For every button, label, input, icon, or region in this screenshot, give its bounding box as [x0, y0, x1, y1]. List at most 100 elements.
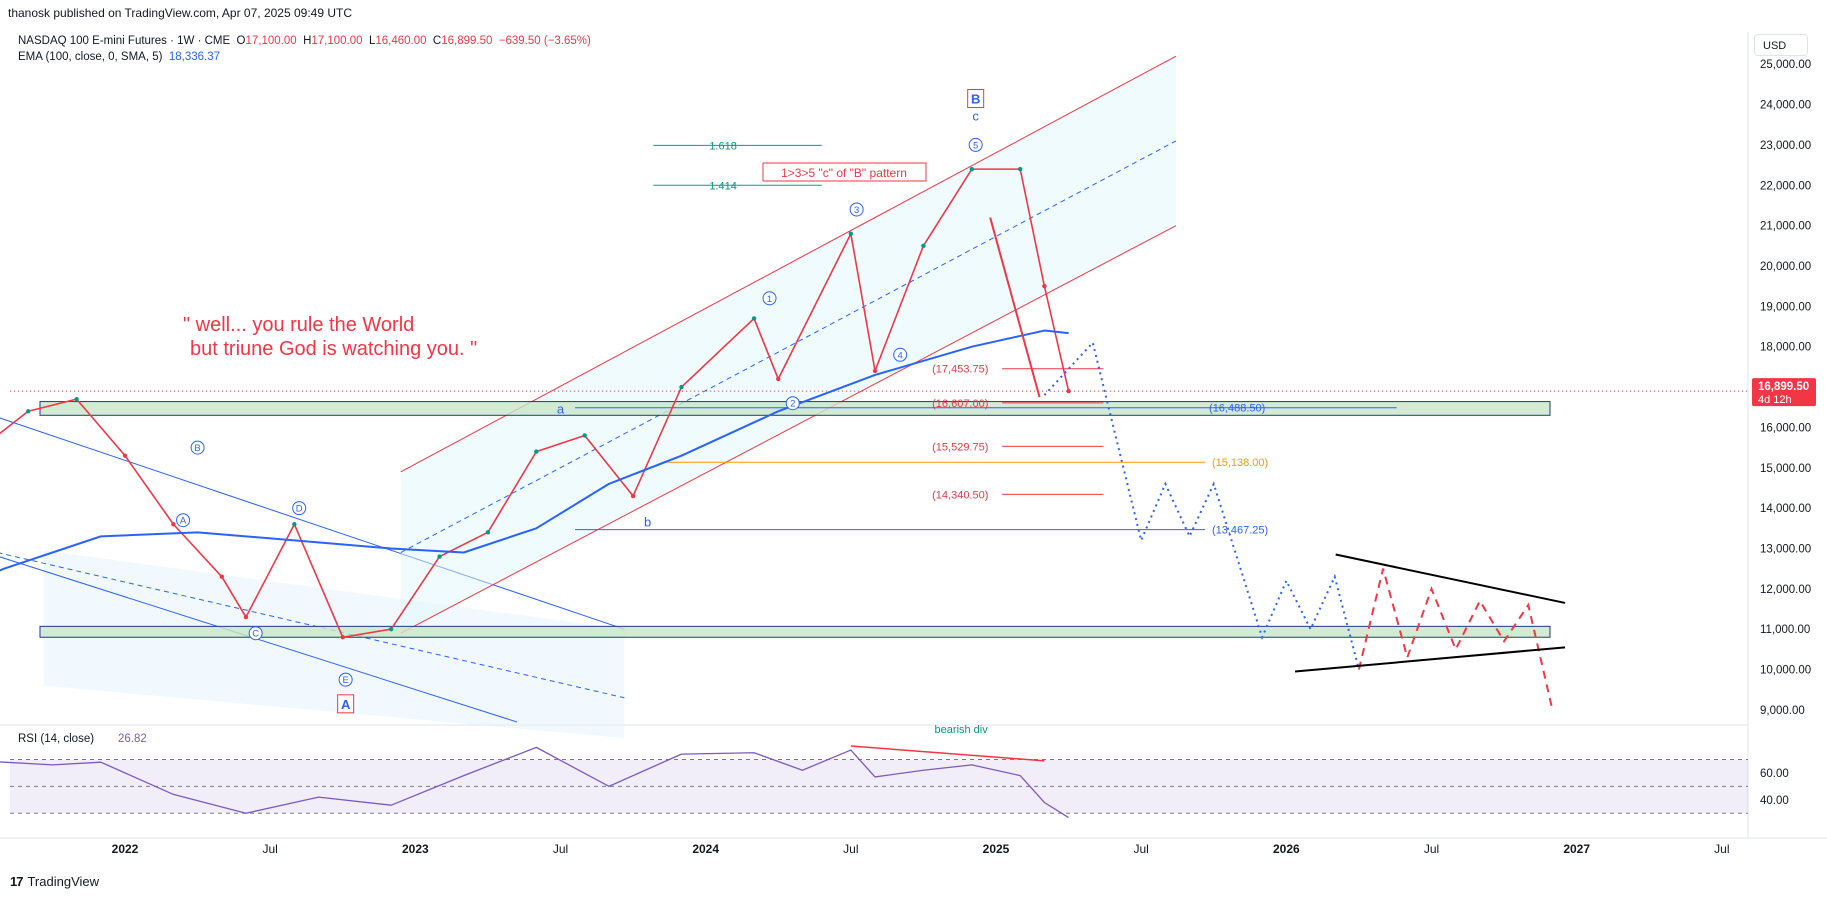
- price-point[interactable]: [534, 449, 539, 454]
- price-tag-countdown: 4d 12h: [1758, 394, 1792, 406]
- price-point[interactable]: [26, 409, 31, 414]
- open-value: 17,100.00: [245, 35, 297, 47]
- triangle-upper-line: [1335, 553, 1566, 604]
- level-label-6: (14,340.50): [932, 489, 988, 501]
- rsi-value: 26.82: [118, 733, 147, 745]
- price-point[interactable]: [1066, 388, 1071, 394]
- rsi-series[interactable]: [0, 746, 1069, 819]
- ema-label[interactable]: EMA (100, close, 0, SMA, 5): [18, 51, 163, 63]
- wave-circled-1: 1: [767, 294, 772, 305]
- descending-channel-fill: [43, 550, 625, 739]
- projection-red-path[interactable]: [1357, 568, 1554, 711]
- wave-label-c: c: [972, 109, 979, 124]
- currency-button[interactable]: USD: [1754, 34, 1808, 56]
- published-credit: thanosk published on TradingView.com, Ap…: [8, 6, 352, 20]
- price-point[interactable]: [219, 574, 224, 579]
- price-point[interactable]: [630, 493, 636, 499]
- wave-circled-2-circle: [785, 396, 800, 411]
- level-label-2: (16,607.00): [932, 398, 988, 410]
- tradingview-logo-icon: 17: [10, 874, 24, 889]
- time-tick-11: 2027: [1563, 842, 1590, 856]
- price-point[interactable]: [171, 522, 176, 527]
- time-tick-2: Jul: [262, 842, 277, 856]
- price-tick-6: 20,000.00: [1760, 261, 1811, 273]
- price-point[interactable]: [437, 554, 442, 559]
- close-label: C: [432, 35, 442, 47]
- price-point[interactable]: [243, 614, 249, 620]
- rsi-band: [10, 759, 1748, 814]
- price-tick-4: 22,000.00: [1760, 180, 1811, 192]
- ema-value: 18,336.37: [168, 51, 221, 63]
- price-point[interactable]: [872, 368, 878, 374]
- symbol-legend[interactable]: NASDAQ 100 E-mini Futures · 1W · CME O17…: [18, 35, 591, 47]
- price-point[interactable]: [921, 243, 926, 249]
- price-tick-10: 16,000.00: [1760, 422, 1811, 434]
- price-tick-7: 19,000.00: [1760, 301, 1811, 313]
- time-tick-6: Jul: [843, 842, 858, 856]
- ema-series[interactable]: [0, 329, 1069, 609]
- level-label-4: (15,529.75): [932, 441, 988, 453]
- time-tick-4: Jul: [553, 842, 568, 856]
- price-point[interactable]: [969, 166, 975, 172]
- wave-circled-B: B: [194, 443, 200, 454]
- price-point[interactable]: [388, 626, 394, 632]
- price-tick-5: 21,000.00: [1760, 221, 1811, 233]
- price-point[interactable]: [340, 635, 345, 640]
- price-point[interactable]: [485, 530, 491, 535]
- bearish-div-line: [850, 745, 1045, 762]
- quote-line-2: but triune God is watching you. ": [190, 338, 477, 360]
- wave-circled-B-circle: [190, 440, 205, 455]
- wave-circled-5: 5: [973, 140, 978, 151]
- projection-blue-path[interactable]: [1043, 340, 1360, 670]
- price-point[interactable]: [751, 316, 757, 321]
- fib-label-2: 1.414: [709, 180, 737, 192]
- ema-legend[interactable]: EMA (100, close, 0, SMA, 5) 18,336.37: [18, 51, 220, 63]
- price-tick-3: 23,000.00: [1760, 140, 1811, 152]
- drop-arrow: [989, 217, 1041, 398]
- price-tick-12: 14,000.00: [1760, 503, 1811, 515]
- wave-circled-3-circle: [849, 202, 864, 217]
- wave-label-b: b: [644, 514, 651, 529]
- price-tick-14: 12,000.00: [1760, 584, 1811, 596]
- fib-label-1: 1.618: [709, 140, 737, 152]
- price-point[interactable]: [582, 433, 587, 438]
- wave-circled-1-circle: [762, 291, 777, 306]
- wave-label-A-box: [337, 694, 355, 714]
- quote-line-1: " well... you rule the World: [183, 314, 414, 336]
- low-label: L: [368, 35, 376, 47]
- time-tick-1: 2022: [112, 842, 139, 856]
- price-tick-1: 25,000.00: [1760, 59, 1811, 71]
- level-label-1: (17,453.75): [932, 364, 988, 376]
- price-tag-bg: [1752, 378, 1816, 407]
- price-point[interactable]: [122, 453, 128, 458]
- triangle-lower-line: [1294, 646, 1566, 673]
- wave-label-B: B: [971, 92, 980, 107]
- price-point[interactable]: [1042, 283, 1047, 289]
- rsi-tick-2: 40.00: [1760, 795, 1789, 807]
- tradingview-brand[interactable]: 17 TradingView: [10, 874, 99, 889]
- symbol-name[interactable]: NASDAQ 100 E-mini Futures · 1W · CME: [18, 35, 231, 47]
- close-value: 16,899.50: [441, 35, 493, 47]
- change-value: −639.50 (−3.65%): [498, 35, 591, 47]
- price-point[interactable]: [848, 231, 854, 236]
- price-point[interactable]: [776, 376, 781, 382]
- wave-label-B-box: [967, 89, 985, 109]
- bearish-div-label: bearish div: [935, 724, 989, 736]
- price-point[interactable]: [679, 384, 684, 390]
- wave-circled-D: D: [296, 504, 303, 515]
- price-point[interactable]: [74, 396, 79, 402]
- price-tick-2: 24,000.00: [1760, 100, 1811, 112]
- wave-circled-4-circle: [893, 347, 908, 362]
- time-tick-7: 2025: [983, 842, 1010, 856]
- price-point[interactable]: [292, 522, 297, 527]
- wave-circled-E: E: [342, 675, 348, 686]
- wave-circled-A: A: [180, 516, 187, 527]
- pattern-note-box: [762, 162, 927, 182]
- wave-circled-C: C: [252, 629, 259, 640]
- price-point[interactable]: [1017, 166, 1023, 172]
- support-zone-2[interactable]: [39, 625, 1551, 638]
- time-tick-5: 2024: [692, 842, 719, 856]
- wave-label-A: A: [341, 697, 351, 712]
